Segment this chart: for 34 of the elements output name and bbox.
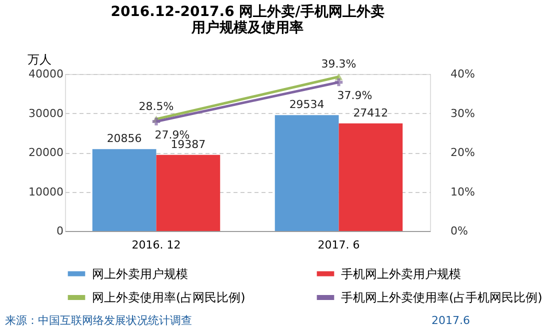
y2-tick-label: 40% — [450, 68, 475, 80]
data-label: 39.3% — [321, 58, 356, 71]
x-tick-label: 2016. 12 — [132, 238, 181, 252]
legend-label: 手机网上外卖使用率(占手机网民比例) — [341, 290, 542, 304]
text: 用户规模及使用率 — [192, 20, 304, 36]
y2-tick-label: 10% — [450, 185, 475, 198]
data-label: 37.9% — [337, 89, 372, 102]
y-tick-label: 10000 — [28, 185, 64, 198]
y-tick-label: 40000 — [28, 68, 64, 80]
legend-label: 网上外卖用户规模 — [92, 266, 188, 281]
data-label: 29534 — [289, 98, 324, 112]
y2-tick-label: 30% — [450, 106, 475, 120]
bar — [92, 149, 156, 231]
y-tick-label: 30000 — [28, 106, 64, 120]
data-label: 27412 — [353, 106, 388, 120]
data-label: 20856 — [106, 132, 142, 146]
y2-tick-label: 20% — [450, 146, 475, 159]
x-tick-label: 2017. 6 — [318, 238, 360, 252]
legend-label: 手机网上外卖用户规模 — [341, 266, 461, 281]
data-label: 19387 — [170, 138, 206, 151]
text: 2016.12-2017.6 网上外卖/手机网上外卖 — [110, 4, 384, 20]
y2-tick-label: 0% — [450, 224, 468, 238]
y-tick-label: 20000 — [28, 146, 64, 159]
y-tick-label: 0 — [56, 224, 64, 238]
bar — [156, 154, 220, 231]
point — [152, 118, 160, 126]
data-label: 28.5% — [138, 100, 174, 114]
y-axis-title: 万人 — [28, 52, 52, 66]
point — [334, 78, 343, 86]
source-note: 来源：中国互联网络发展状况统计调查 — [5, 314, 192, 327]
legend-label: 网上外卖使用率(占网民比例) — [92, 290, 246, 304]
bar — [338, 123, 403, 231]
bar — [274, 115, 339, 231]
text: 2017.6 — [432, 314, 470, 327]
